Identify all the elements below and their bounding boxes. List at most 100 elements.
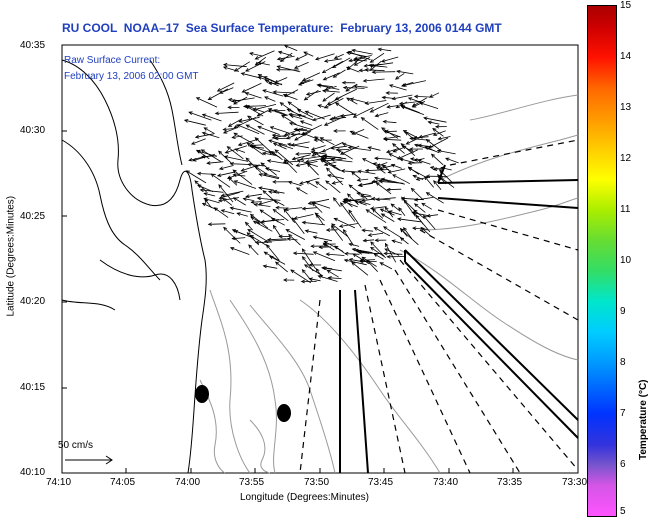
current-vector: [271, 217, 285, 226]
current-vector: [311, 150, 324, 157]
current-vector: [262, 190, 279, 205]
current-vector-head: [266, 159, 272, 163]
current-vector: [351, 261, 369, 276]
current-vector: [272, 134, 287, 137]
current-vector-head: [201, 154, 206, 159]
current-vector: [428, 121, 440, 125]
current-vector-head: [424, 175, 429, 181]
current-vector-head: [400, 196, 406, 201]
current-vector-head: [247, 115, 252, 120]
current-vector: [396, 70, 414, 75]
current-vector-head: [402, 130, 408, 134]
current-vector-head: [425, 138, 430, 143]
current-vector-head: [222, 62, 228, 67]
current-vector-head: [264, 96, 269, 100]
current-vector: [362, 198, 376, 202]
current-vector-head: [263, 251, 268, 256]
current-vector-head: [362, 78, 367, 83]
current-vector: [353, 107, 374, 118]
current-vector: [388, 210, 402, 216]
current-vector: [300, 120, 313, 126]
current-vector-head: [254, 56, 259, 60]
current-vector-head: [403, 199, 408, 204]
current-vector: [355, 200, 367, 206]
current-vector: [264, 251, 281, 262]
current-vector-head: [436, 149, 442, 153]
current-vector: [350, 98, 368, 104]
current-vector-head: [289, 114, 294, 119]
current-vector: [289, 122, 313, 131]
current-vector-head: [370, 241, 375, 246]
current-vector-head: [226, 146, 231, 151]
current-vector-head: [327, 276, 332, 280]
current-vector-head: [227, 123, 233, 127]
current-vector-head: [267, 109, 272, 113]
current-vector-head: [312, 117, 317, 122]
current-vector-head: [305, 180, 310, 185]
current-vector-head: [407, 97, 413, 101]
current-vector-head: [384, 248, 389, 252]
current-vector-head: [320, 154, 325, 159]
current-vector-head: [196, 171, 202, 176]
current-vector-head: [288, 122, 294, 126]
current-vector: [189, 156, 203, 161]
current-vector: [370, 247, 387, 259]
current-vector: [286, 229, 305, 240]
current-vector-head: [255, 220, 261, 224]
current-vector-head: [411, 104, 417, 108]
x-tick-label: 74:05: [110, 477, 136, 488]
current-vector: [267, 238, 287, 241]
current-vector-head: [284, 93, 289, 97]
current-vector: [392, 174, 410, 185]
current-vector: [324, 98, 344, 109]
current-vector: [306, 181, 318, 189]
current-vector-head: [359, 194, 365, 199]
current-vector-head: [295, 56, 300, 61]
current-vector-head: [371, 70, 376, 74]
current-vector-head: [185, 170, 190, 175]
current-vector-head: [319, 137, 324, 141]
current-vector: [357, 178, 369, 181]
current-vector: [343, 199, 353, 208]
current-vector-head: [306, 163, 311, 168]
current-vector: [322, 158, 343, 162]
current-vector-head: [412, 174, 417, 179]
current-vector-head: [218, 198, 223, 203]
y-tick-label: 40:35: [20, 40, 46, 51]
current-vector: [343, 87, 365, 89]
current-vector-head: [277, 50, 283, 55]
current-vector: [219, 165, 233, 170]
current-vector-head: [388, 153, 393, 157]
current-vector-head: [384, 206, 389, 211]
current-vector: [186, 170, 207, 184]
current-vector: [235, 148, 246, 153]
current-vector: [423, 215, 436, 230]
current-vector: [361, 256, 377, 267]
current-vector-head: [401, 145, 407, 150]
current-vector-head: [287, 101, 292, 106]
current-vector: [433, 180, 442, 190]
current-vector: [363, 239, 375, 242]
current-vector-head: [201, 113, 207, 118]
current-vector: [257, 62, 270, 66]
current-vector-head: [203, 192, 208, 196]
current-vector-head: [222, 66, 228, 70]
current-vector: [373, 253, 384, 260]
current-vector: [211, 173, 231, 188]
current-vector-head: [374, 238, 379, 243]
current-vector-head: [236, 212, 241, 216]
current-vector: [196, 97, 218, 108]
current-vector-head: [275, 205, 280, 210]
current-vector: [274, 149, 294, 166]
current-vector: [360, 195, 372, 198]
current-vector-head: [363, 63, 368, 68]
current-vector-head: [398, 101, 404, 106]
current-vector-head: [317, 104, 322, 108]
current-vector-head: [433, 180, 438, 185]
current-vector-head: [333, 129, 338, 133]
current-vector: [325, 180, 341, 194]
current-vector-head: [341, 142, 347, 147]
current-vector-head: [321, 266, 326, 270]
current-vector-head: [294, 136, 299, 141]
current-vector: [408, 97, 421, 103]
